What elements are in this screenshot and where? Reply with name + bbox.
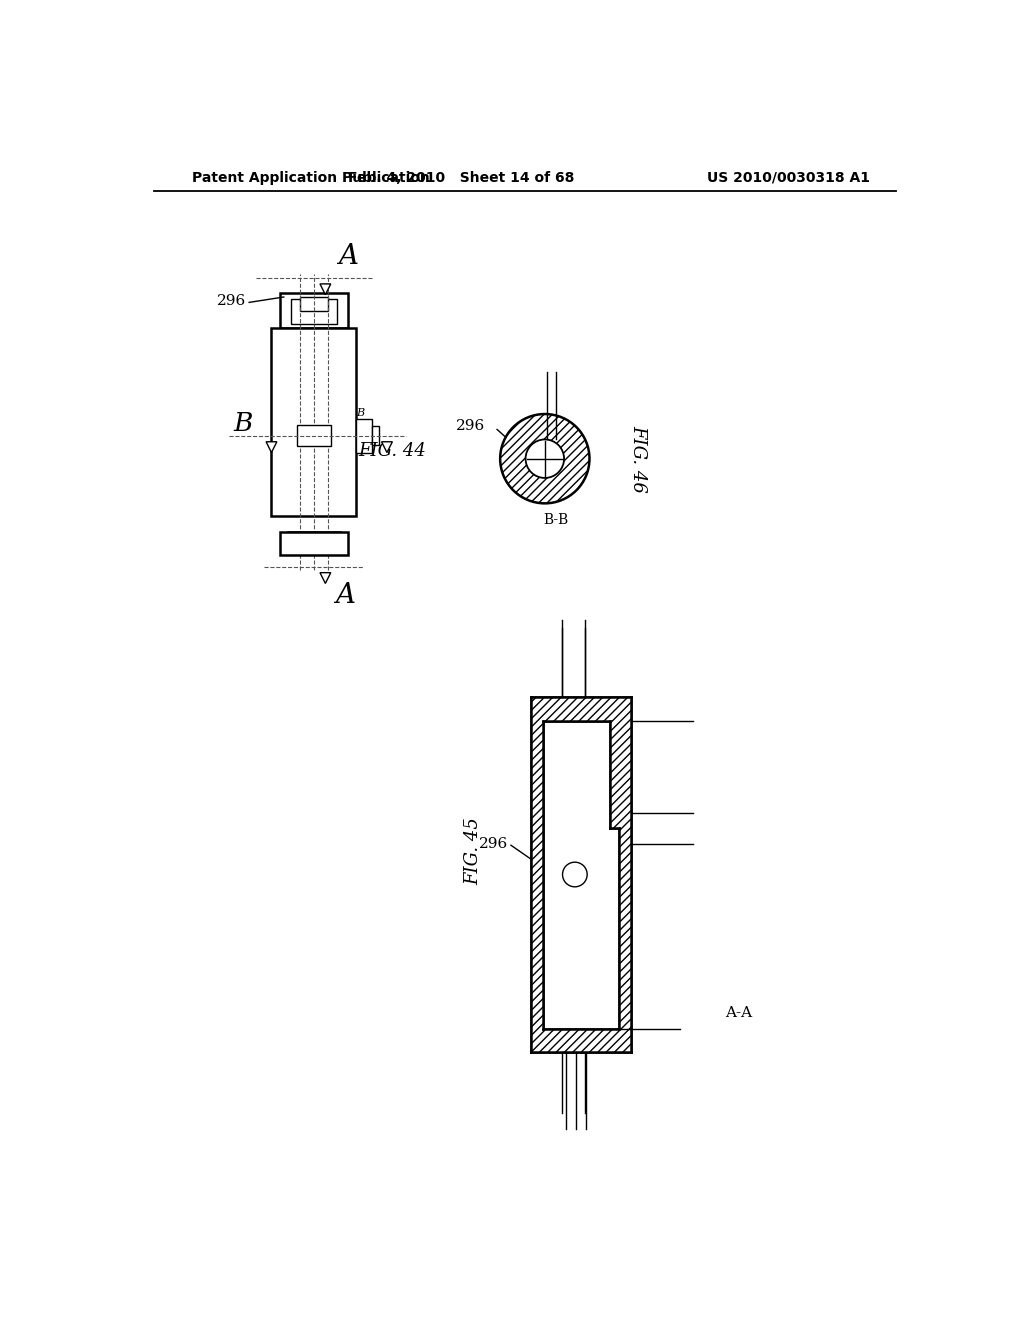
Text: US 2010/0030318 A1: US 2010/0030318 A1 (707, 170, 869, 185)
Bar (531, 721, 544, 1028)
Text: FIG. 44: FIG. 44 (358, 442, 426, 459)
Bar (544, 1028, 618, 1052)
Circle shape (500, 414, 590, 503)
Circle shape (562, 862, 587, 887)
Text: B: B (356, 408, 365, 417)
Text: A: A (339, 243, 358, 269)
Text: FIG. 45: FIG. 45 (464, 817, 482, 886)
Text: 296: 296 (456, 420, 484, 433)
Bar (288, 532, 340, 548)
Bar (271, 327, 356, 516)
Bar (618, 829, 631, 1052)
Bar (609, 697, 631, 829)
Text: 296: 296 (217, 294, 246, 308)
Bar (291, 300, 337, 323)
Polygon shape (319, 573, 331, 583)
Text: A-A: A-A (725, 1006, 753, 1020)
Polygon shape (382, 442, 392, 453)
Bar (531, 697, 544, 1052)
Bar (544, 697, 609, 721)
Circle shape (525, 440, 564, 478)
Text: B-B: B-B (544, 513, 569, 527)
Text: FIG. 46: FIG. 46 (630, 425, 648, 492)
Text: Feb. 4, 2010   Sheet 14 of 68: Feb. 4, 2010 Sheet 14 of 68 (348, 170, 574, 185)
Bar (372, 426, 379, 445)
Text: B: B (233, 411, 253, 436)
Bar (297, 425, 331, 446)
Text: Patent Application Publication: Patent Application Publication (193, 170, 430, 185)
Polygon shape (266, 442, 276, 453)
Polygon shape (319, 284, 331, 294)
Text: 296: 296 (478, 837, 508, 850)
Bar (280, 532, 348, 554)
Bar (280, 293, 348, 327)
Text: A: A (335, 582, 354, 610)
Bar (300, 297, 328, 312)
Bar (356, 418, 372, 453)
